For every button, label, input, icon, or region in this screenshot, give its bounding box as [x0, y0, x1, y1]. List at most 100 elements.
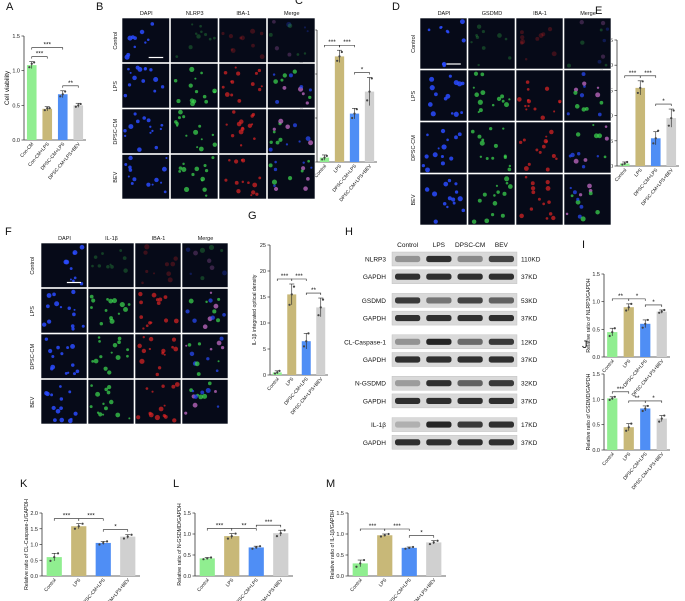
cell-signal	[448, 74, 452, 78]
size-label: 37KD	[521, 398, 538, 405]
cell-signal	[217, 360, 220, 363]
cell-signal	[209, 265, 215, 271]
data-point	[102, 541, 105, 545]
micrograph	[515, 17, 564, 70]
cell-signal	[241, 180, 245, 184]
cell-signal	[597, 59, 602, 64]
cell-signal	[200, 71, 203, 75]
cell-signal	[253, 137, 256, 141]
sig-label: ***	[369, 523, 377, 530]
cell-signal	[188, 45, 193, 50]
data-point	[408, 546, 411, 549]
cell-signal	[447, 196, 452, 201]
cell-signal	[139, 315, 144, 319]
cell-signal	[198, 124, 202, 128]
cell-signal	[426, 133, 429, 137]
data-point	[654, 137, 657, 140]
row-label: BEV	[113, 171, 119, 182]
data-point	[432, 541, 435, 544]
cell-signal	[508, 164, 512, 168]
cell-signal	[104, 309, 108, 312]
data-point	[641, 80, 644, 83]
micro-panel-b: B DAPI NLRP3 IBA-1 Merge Control LPS DPSC-CM BEV	[96, 1, 316, 200]
category-label: LPS	[622, 451, 632, 462]
cell-signal	[71, 327, 75, 331]
blot-band	[426, 297, 452, 304]
micrograph	[181, 379, 229, 425]
data-point	[355, 565, 358, 568]
y-tick-label: 1.0	[592, 300, 600, 306]
data-point	[667, 124, 670, 127]
bar	[95, 542, 111, 576]
cell-signal	[588, 191, 593, 196]
data-point	[49, 559, 52, 562]
cell-signal	[123, 134, 127, 138]
bar	[656, 418, 667, 450]
blot-band	[457, 255, 483, 263]
cell-signal	[504, 37, 508, 41]
y-tick-label: 1.5	[592, 272, 600, 278]
cell-signal	[46, 293, 52, 298]
row-label: Control	[30, 257, 36, 275]
cell-signal	[308, 95, 312, 100]
data-point	[340, 50, 343, 54]
cell-signal	[204, 32, 208, 37]
cell-signal	[154, 414, 161, 421]
sig-bracket	[62, 85, 79, 88]
cell-signal	[477, 63, 480, 67]
cell-signal	[306, 30, 309, 33]
cell-signal	[504, 102, 509, 108]
cell-signal	[91, 298, 96, 303]
cell-signal	[99, 355, 103, 359]
cell-signal	[570, 194, 574, 198]
cell-signal	[104, 387, 108, 392]
cell-signal	[200, 138, 203, 141]
cell-signal	[222, 270, 227, 276]
data-point	[351, 116, 354, 120]
cell-signal	[427, 102, 433, 107]
data-point	[126, 535, 129, 538]
cell-signal	[109, 316, 113, 321]
cell-signal	[239, 144, 243, 147]
cell-signal	[132, 75, 137, 81]
blot-band	[457, 297, 483, 304]
cell-signal	[132, 177, 137, 182]
blot-band	[426, 380, 452, 387]
cell-signal	[259, 31, 264, 36]
cell-signal	[73, 411, 78, 416]
cell-signal	[301, 166, 306, 171]
sig-bracket	[78, 518, 104, 521]
micrograph	[515, 121, 564, 174]
blot-band	[426, 315, 452, 322]
cell-signal	[596, 155, 600, 158]
category-label: LPS	[225, 577, 235, 588]
cell-signal	[429, 85, 435, 91]
data-point	[644, 322, 647, 325]
sig-label: ***	[265, 519, 273, 526]
cell-signal	[178, 109, 183, 115]
cell-signal	[145, 324, 149, 328]
cell-signal	[172, 418, 177, 423]
cell-signal	[136, 415, 141, 420]
cell-signal	[66, 346, 70, 350]
micrograph	[467, 173, 516, 226]
cell-signal	[482, 192, 487, 197]
data-point	[336, 59, 339, 62]
cell-signal	[59, 385, 62, 388]
data-point	[28, 66, 31, 69]
panel-letter: A	[6, 1, 14, 13]
data-point	[61, 93, 64, 96]
cell-signal	[273, 79, 278, 84]
sig-label: ***	[295, 273, 303, 280]
cell-signal	[142, 116, 146, 120]
micrograph	[267, 17, 316, 63]
cell-signal	[163, 404, 166, 407]
cell-signal	[535, 148, 539, 152]
size-label: 37KD	[521, 440, 538, 447]
cell-signal	[202, 324, 208, 330]
cell-signal	[526, 99, 530, 102]
cell-signal	[189, 66, 195, 72]
y-tick-label: 0	[263, 373, 266, 379]
micrograph	[40, 379, 88, 425]
blot-band	[426, 356, 452, 363]
